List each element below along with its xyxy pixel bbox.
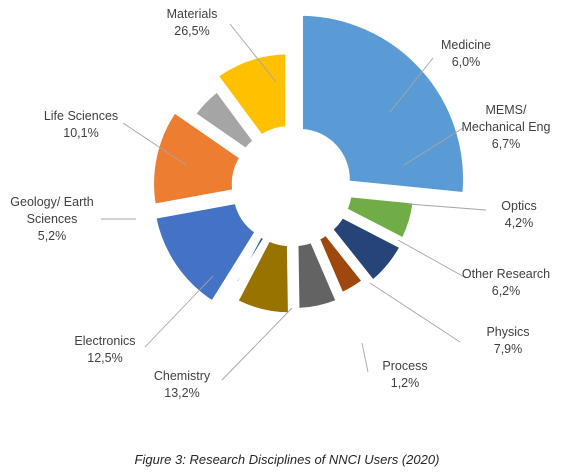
leader-line [407, 203, 487, 211]
slice-value-label: 6,2% [492, 284, 521, 298]
slice-category-label: Geology/ Earth [10, 195, 93, 209]
leader-line [122, 122, 187, 166]
slice-value-label: 1,2% [391, 376, 420, 390]
slice-category-label: Physics [486, 325, 529, 339]
slice-chemistry [155, 203, 256, 302]
slice-category-label: Mechanical Eng [462, 120, 551, 134]
slice-materials [302, 14, 464, 193]
slice-other-research [297, 242, 337, 309]
slice-category-label: MEMS/ [486, 103, 528, 117]
slice-label: Geology/ Earth Sciences 5,2% [10, 195, 93, 243]
leader-line [221, 307, 293, 381]
slice-label: Other Research 6,2% [462, 267, 550, 298]
slice-life-sciences [218, 53, 287, 136]
slice-optics [319, 235, 363, 293]
labels-group: Materials 26,5% Medicine 6,0% MEMS/Mechanica… [10, 7, 550, 400]
slice-value-label: 26,5% [174, 24, 209, 38]
figure-caption: Figure 3: Research Disciplines of NNCI U… [134, 452, 440, 467]
slice-process [236, 236, 264, 283]
slice-label: Life Sciences 10,1% [44, 109, 118, 140]
leader-line [361, 342, 369, 373]
slice-category-label: Chemistry [154, 369, 211, 383]
leader-line [369, 282, 461, 343]
slice-label: Materials 26,5% [167, 7, 218, 38]
slice-category-label: Process [382, 359, 427, 373]
slice-category-label: Life Sciences [44, 109, 118, 123]
slice-category-label: Medicine [441, 38, 491, 52]
slice-value-label: 12,5% [87, 351, 122, 365]
slices-group [153, 14, 464, 314]
slice-value-label: 4,2% [505, 216, 534, 230]
slice-label: Electronics 12,5% [74, 334, 135, 365]
slice-category-label: Other Research [462, 267, 550, 281]
slice-label: Process 1,2% [382, 359, 427, 390]
slice-category-label: Optics [501, 199, 536, 213]
slice-value-label: 10,1% [63, 126, 98, 140]
leader-line [403, 127, 464, 166]
slice-label: Physics 7,9% [486, 325, 529, 356]
slice-value-label: 7,9% [494, 342, 523, 356]
slice-label: Medicine 6,0% [441, 38, 491, 69]
slice-value-label: 6,0% [452, 55, 481, 69]
slice-mems-mechanical-eng [332, 217, 400, 281]
slice-category-label: Electronics [74, 334, 135, 348]
slice-value-label: 5,2% [38, 229, 67, 243]
leader-lines-group [101, 23, 487, 381]
slice-medicine [346, 196, 414, 239]
slice-electronics [153, 112, 240, 205]
leader-line [229, 23, 277, 83]
slice-category-label: Materials [167, 7, 218, 21]
leader-line [389, 57, 434, 113]
slice-value-label: 6,7% [492, 137, 521, 151]
slice-label: Optics 4,2% [501, 199, 536, 230]
slice-value-label: 13,2% [164, 386, 199, 400]
leader-line [144, 275, 214, 348]
leader-line [397, 239, 467, 279]
research-disciplines-doughnut-chart: Materials 26,5% Medicine 6,0% MEMS/Mechanica… [10, 7, 550, 400]
slice-category-label: Sciences [27, 212, 78, 226]
slice-label: Chemistry 13,2% [154, 369, 211, 400]
slice-geology-earth-sciences [195, 91, 254, 149]
slice-physics [237, 240, 289, 314]
slice-label: MEMS/Mechanical Eng 6,7% [462, 103, 551, 151]
